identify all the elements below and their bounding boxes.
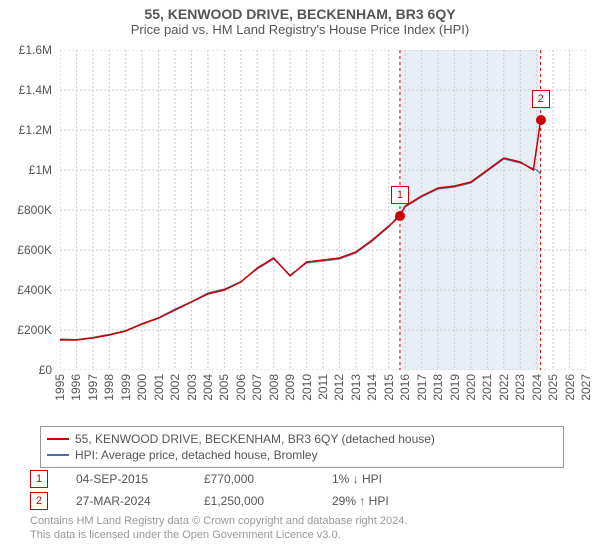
legend-swatch [47,438,69,440]
sales-row-date: 04-SEP-2015 [76,472,176,486]
x-tick-label: 2016 [398,374,412,401]
x-tick-label: 2018 [431,374,445,401]
x-tick-label: 2007 [250,374,264,401]
sales-row-price: £770,000 [204,472,304,486]
legend-label: 55, KENWOOD DRIVE, BECKENHAM, BR3 6QY (d… [75,431,435,447]
x-tick-label: 2008 [267,374,281,401]
x-tick-label: 2017 [415,374,429,401]
x-tick-label: 2010 [300,374,314,401]
y-tick-label: £1M [29,163,52,177]
x-tick-label: 2020 [464,374,478,401]
chart-title: 55, KENWOOD DRIVE, BECKENHAM, BR3 6QY [0,0,600,22]
y-tick-label: £800K [17,203,52,217]
legend-item: HPI: Average price, detached house, Brom… [47,447,557,463]
y-axis-labels: £0£200K£400K£600K£800K£1M£1.2M£1.4M£1.6M [0,50,58,370]
x-tick-label: 2023 [513,374,527,401]
x-tick-label: 2026 [563,374,577,401]
x-tick-label: 2005 [217,374,231,401]
sale-marker-1: 1 [391,186,409,204]
x-tick-label: 2025 [546,374,560,401]
sales-table: 1 04-SEP-2015 £770,000 1% ↓ HPI 2 27-MAR-2024… [30,468,432,512]
sales-row-date: 27-MAR-2024 [76,494,176,508]
legend-swatch [47,454,69,456]
sale-dot [395,211,405,221]
sales-row-diff: 29% ↑ HPI [332,494,432,508]
plot-svg [60,50,586,370]
chart-subtitle: Price paid vs. HM Land Registry's House … [0,22,600,41]
y-tick-label: £400K [17,283,52,297]
y-tick-label: £0 [39,363,52,377]
x-tick-label: 1999 [119,374,133,401]
x-tick-label: 2006 [234,374,248,401]
legend-label: HPI: Average price, detached house, Brom… [75,447,318,463]
x-tick-label: 2022 [497,374,511,401]
plot-area: 12 [60,50,586,370]
sales-row-marker: 1 [30,470,48,488]
x-tick-label: 1997 [86,374,100,401]
x-tick-label: 2024 [530,374,544,401]
x-axis-labels: 1995199619971998199920002001200220032004… [60,374,586,428]
x-tick-label: 2001 [152,374,166,401]
attribution-line1: Contains HM Land Registry data © Crown c… [30,515,407,527]
x-tick-label: 2011 [316,374,330,400]
x-tick-label: 2000 [135,374,149,401]
x-tick-label: 2004 [201,374,215,401]
sales-row-marker: 2 [30,492,48,510]
x-tick-label: 2027 [579,374,593,401]
x-tick-label: 2002 [168,374,182,401]
y-tick-label: £600K [17,243,52,257]
chart-container: 55, KENWOOD DRIVE, BECKENHAM, BR3 6QY Pr… [0,0,600,560]
x-tick-label: 2014 [365,374,379,401]
x-tick-label: 1998 [102,374,116,401]
y-tick-label: £200K [17,323,52,337]
x-tick-label: 1996 [69,374,83,401]
y-tick-label: £1.6M [19,43,52,57]
legend: 55, KENWOOD DRIVE, BECKENHAM, BR3 6QY (d… [40,426,564,468]
sale-marker-2: 2 [532,90,550,108]
sales-row-diff: 1% ↓ HPI [332,472,432,486]
sales-row: 2 27-MAR-2024 £1,250,000 29% ↑ HPI [30,490,432,512]
y-tick-label: £1.2M [19,123,52,137]
x-tick-label: 2012 [332,374,346,401]
x-tick-label: 2009 [283,374,297,401]
x-tick-label: 2013 [349,374,363,401]
sale-dot [536,115,546,125]
x-tick-label: 2003 [185,374,199,401]
attribution-line2: This data is licensed under the Open Gov… [30,529,341,541]
x-tick-label: 1995 [53,374,67,401]
y-tick-label: £1.4M [19,83,52,97]
x-tick-label: 2015 [382,374,396,401]
x-tick-label: 2019 [448,374,462,401]
sales-row: 1 04-SEP-2015 £770,000 1% ↓ HPI [30,468,432,490]
x-tick-label: 2021 [480,374,494,401]
legend-item: 55, KENWOOD DRIVE, BECKENHAM, BR3 6QY (d… [47,431,557,447]
attribution: Contains HM Land Registry data © Crown c… [30,514,586,542]
sales-row-price: £1,250,000 [204,494,304,508]
